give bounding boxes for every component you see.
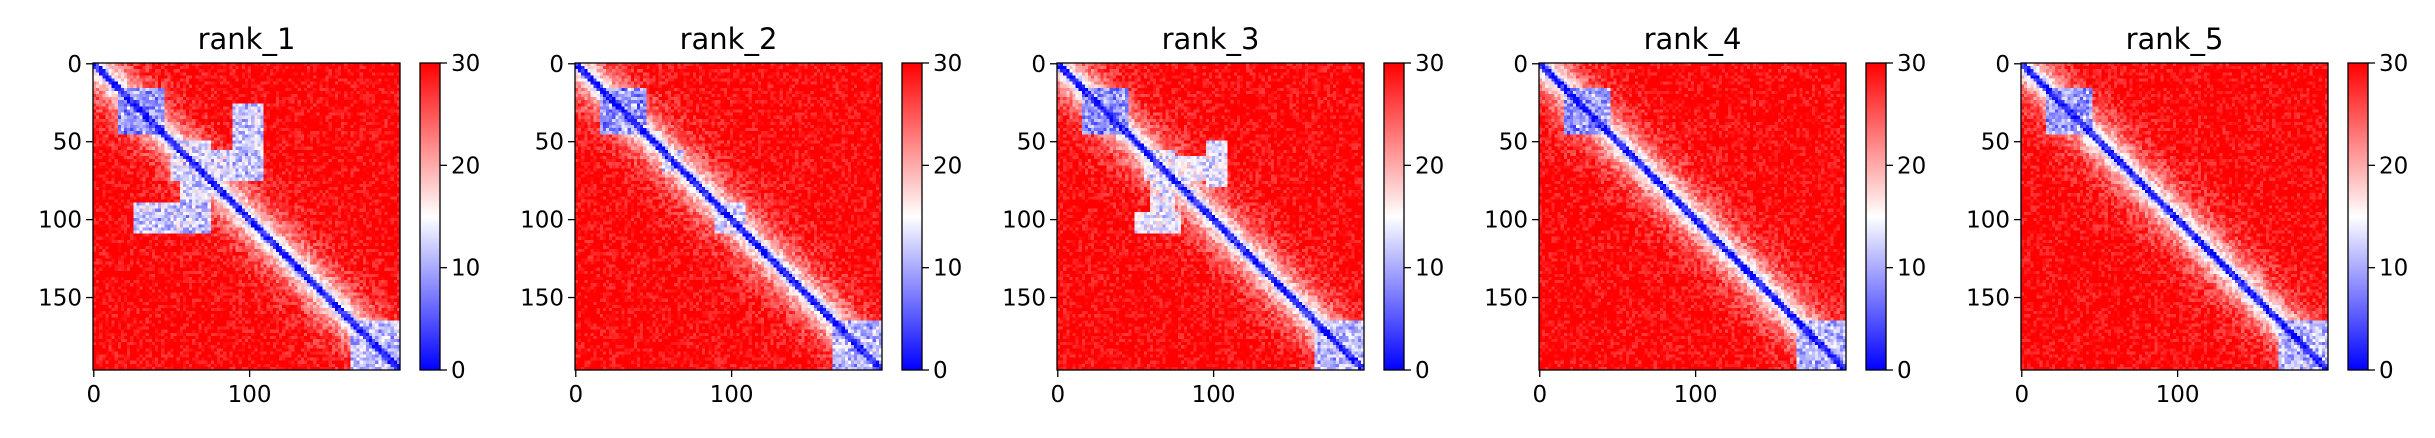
y-tick-label: 50 xyxy=(1017,130,1046,156)
plot-frame xyxy=(2020,62,2329,371)
colorbar-frame xyxy=(1383,62,1405,371)
colorbar-tick-label: 20 xyxy=(451,153,480,179)
x-tick-label: 0 xyxy=(86,382,101,408)
colorbar-tick-label: 10 xyxy=(451,256,480,282)
y-tick-label: 100 xyxy=(520,208,564,234)
y-tick-label: 0 xyxy=(1995,52,2010,78)
panel-title: rank_1 xyxy=(198,22,296,56)
heatmap-image xyxy=(2021,63,2328,370)
colorbar xyxy=(902,63,922,370)
x-tick-label: 0 xyxy=(2014,382,2029,408)
plot-frame xyxy=(1538,62,1847,371)
colorbar-tick-label: 10 xyxy=(1415,256,1444,282)
heatmap-image xyxy=(1539,63,1846,370)
colorbar-frame xyxy=(419,62,441,371)
heatmap-panel-1: rank_1 0 50 100 150 0 100 0 10 20 30 xyxy=(38,22,480,408)
panel-title: rank_4 xyxy=(1644,22,1742,56)
colorbar-tick-label: 0 xyxy=(451,358,466,384)
x-tick-label: 0 xyxy=(1050,382,1065,408)
y-tick-label: 150 xyxy=(1966,286,2010,312)
heatmap-panel-5: rank_5 0 50 100 150 0 100 0 10 20 30 xyxy=(1966,22,2408,408)
colorbar-tick-label: 0 xyxy=(1897,358,1912,384)
y-tick-label: 50 xyxy=(1499,130,1528,156)
x-tick-label: 100 xyxy=(710,382,754,408)
colorbar-tick-label: 30 xyxy=(451,51,480,77)
colorbar xyxy=(1866,63,1886,370)
plot-frame xyxy=(574,62,883,371)
colorbar-tick-label: 30 xyxy=(1897,51,1926,77)
y-tick-label: 150 xyxy=(1002,286,1046,312)
colorbar-tick-label: 30 xyxy=(1415,51,1444,77)
colorbar xyxy=(2348,63,2368,370)
heatmap-image xyxy=(575,63,882,370)
y-tick-label: 50 xyxy=(535,130,564,156)
panel-title: rank_3 xyxy=(1162,22,1260,56)
heatmap-panel-4: rank_4 0 50 100 150 0 100 0 10 20 30 xyxy=(1484,22,1926,408)
colorbar-tick-label: 20 xyxy=(1415,153,1444,179)
colorbar-frame xyxy=(901,62,923,371)
y-tick-label: 100 xyxy=(1966,208,2010,234)
x-tick-label: 100 xyxy=(1674,382,1718,408)
plot-frame xyxy=(1056,62,1365,371)
heatmap-panel-3: rank_3 0 50 100 150 0 100 0 10 20 30 xyxy=(1002,22,1444,408)
y-tick-label: 0 xyxy=(549,52,564,78)
x-tick-label: 0 xyxy=(1532,382,1547,408)
colorbar-tick-label: 0 xyxy=(933,358,948,384)
colorbar-tick-label: 10 xyxy=(2379,256,2408,282)
y-tick-label: 0 xyxy=(1031,52,1046,78)
panel-title: rank_2 xyxy=(680,22,778,56)
x-tick-label: 100 xyxy=(2156,382,2200,408)
y-tick-label: 150 xyxy=(1484,286,1528,312)
heatmap-image xyxy=(93,63,400,370)
y-tick-label: 0 xyxy=(1513,52,1528,78)
plot-frame xyxy=(92,62,401,371)
panel-title: rank_5 xyxy=(2126,22,2224,56)
heatmap-image xyxy=(1057,63,1364,370)
x-tick-label: 100 xyxy=(1192,382,1236,408)
colorbar-tick-label: 0 xyxy=(2379,358,2394,384)
y-tick-label: 150 xyxy=(38,286,82,312)
colorbar-tick-label: 20 xyxy=(1897,153,1926,179)
colorbar-tick-label: 20 xyxy=(933,153,962,179)
x-tick-label: 100 xyxy=(228,382,272,408)
colorbar-tick-label: 0 xyxy=(1415,358,1430,384)
y-tick-label: 50 xyxy=(53,130,82,156)
colorbar-tick-label: 10 xyxy=(933,256,962,282)
y-tick-label: 100 xyxy=(38,208,82,234)
y-tick-label: 150 xyxy=(520,286,564,312)
colorbar-tick-label: 30 xyxy=(933,51,962,77)
y-tick-label: 100 xyxy=(1484,208,1528,234)
y-tick-label: 0 xyxy=(67,52,82,78)
colorbar-tick-label: 10 xyxy=(1897,256,1926,282)
y-tick-label: 100 xyxy=(1002,208,1046,234)
colorbar xyxy=(1384,63,1404,370)
colorbar xyxy=(420,63,440,370)
colorbar-tick-label: 20 xyxy=(2379,153,2408,179)
colorbar-frame xyxy=(1865,62,1887,371)
x-tick-label: 0 xyxy=(568,382,583,408)
heatmap-panel-2: rank_2 0 50 100 150 0 100 0 10 20 30 xyxy=(520,22,962,408)
y-tick-label: 50 xyxy=(1981,130,2010,156)
colorbar-frame xyxy=(2347,62,2369,371)
colorbar-tick-label: 30 xyxy=(2379,51,2408,77)
